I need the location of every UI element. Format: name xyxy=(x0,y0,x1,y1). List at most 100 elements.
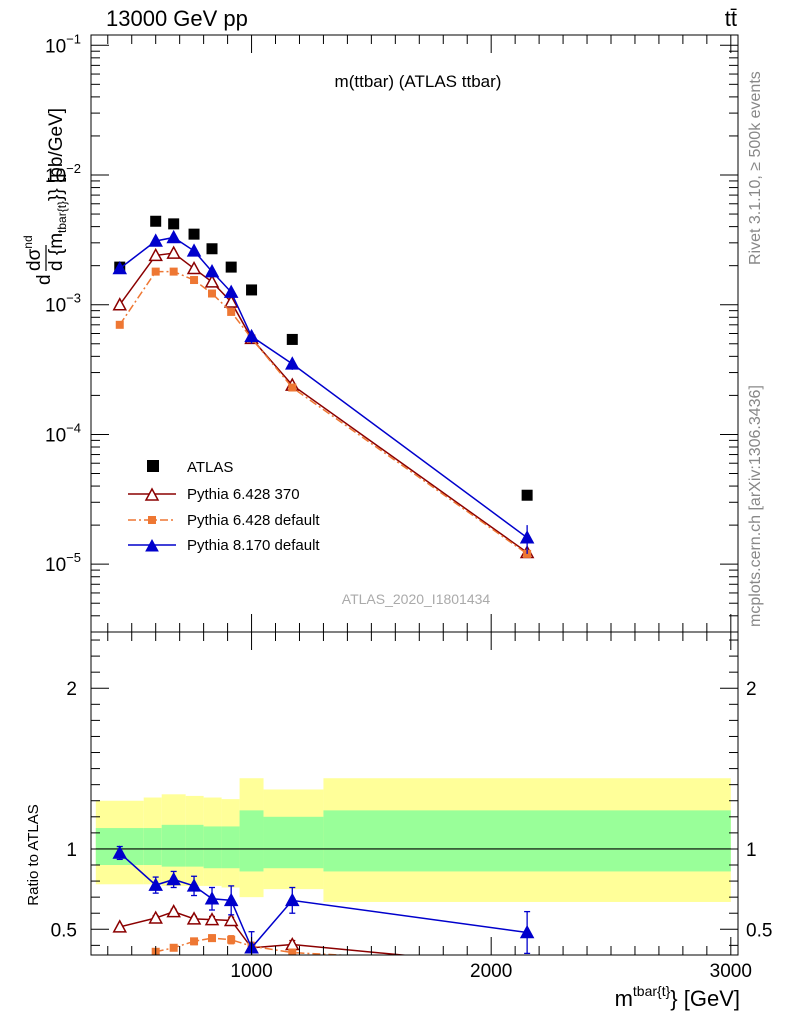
ylabel-num-sup: nd xyxy=(21,235,35,248)
data-point xyxy=(286,333,298,345)
data-point xyxy=(186,260,202,275)
ratio-ytick-label-right: 2 xyxy=(746,679,757,700)
data-point xyxy=(188,228,200,240)
main-ytick-label: 10−1 xyxy=(45,31,81,57)
band-inner xyxy=(323,810,731,872)
legend-marker-atlas xyxy=(147,460,159,472)
main-ytick-label: 10−4 xyxy=(45,420,81,446)
data-point xyxy=(227,307,236,316)
xlabel-main: m xyxy=(615,986,633,1011)
ratio-point xyxy=(227,935,236,944)
data-point xyxy=(166,245,181,259)
data-point xyxy=(521,489,533,501)
ratio-point xyxy=(204,912,220,926)
ratio-point xyxy=(112,845,128,859)
band-inner xyxy=(239,810,264,872)
data-point xyxy=(112,260,128,275)
xlabel: mtbar{t}} [GeV] xyxy=(615,983,740,1011)
data-point xyxy=(190,276,199,285)
legend-label-p6-370: Pythia 6.428 370 xyxy=(187,486,300,503)
band-inner xyxy=(185,824,204,867)
ratio-ytick-label-right: 1 xyxy=(746,840,757,861)
data-point xyxy=(169,267,178,276)
band-inner xyxy=(263,816,324,869)
ratio-line-0 xyxy=(119,910,411,955)
ratio-point xyxy=(285,892,300,907)
ratio-point xyxy=(148,910,163,924)
main-ylabel: d dσnd d {mtbar{t}}} [pb/GeV] xyxy=(21,108,69,285)
data-point xyxy=(148,247,163,262)
data-point xyxy=(166,229,181,244)
main-ytick-exp: −4 xyxy=(66,420,81,435)
data-point xyxy=(519,530,535,544)
ratio-point xyxy=(148,877,163,891)
xlabel-sup: tbar{t} xyxy=(633,983,671,999)
data-point xyxy=(246,284,258,296)
ylabel-den-end: }} [pb/GeV] xyxy=(46,108,67,201)
rivet-label: Rivet 3.1.10, ≥ 500k events xyxy=(747,71,764,265)
main-ytick-label: 10−3 xyxy=(45,291,81,317)
ylabel-den-sub: tbar{t} xyxy=(55,201,69,233)
xtick-label: 2000 xyxy=(470,961,512,982)
svg-text:dσnd: dσnd xyxy=(21,235,45,271)
data-point xyxy=(151,267,160,276)
data-point xyxy=(186,243,202,257)
energy-label: 13000 GeV pp xyxy=(106,6,248,31)
data-point xyxy=(150,215,162,227)
main-ytick-base: 10 xyxy=(45,296,66,317)
ratio-point xyxy=(223,912,239,927)
data-point xyxy=(223,284,239,298)
main-ytick-base: 10 xyxy=(45,555,66,576)
ratio-point xyxy=(285,936,300,951)
legend-marker-p6-370 xyxy=(144,487,160,501)
mcplots-label: mcplots.cern.ch [arXiv:1306.3436] xyxy=(747,385,764,627)
main-ytick-exp: −1 xyxy=(66,31,81,46)
ratio-series-2 xyxy=(112,845,535,955)
ratio-point xyxy=(519,924,535,939)
ratio-ytick-label-right: 0.5 xyxy=(746,920,772,941)
ratio-point xyxy=(208,934,217,943)
band-inner xyxy=(143,828,162,866)
ratio-point xyxy=(186,911,202,925)
xtick-label: 1000 xyxy=(230,961,272,982)
data-point xyxy=(285,356,300,370)
ratio-point xyxy=(166,871,181,886)
watermark: ATLAS_2020_I1801434 xyxy=(342,591,491,607)
band-inner xyxy=(161,824,186,867)
data-point xyxy=(208,289,217,298)
ratio-point xyxy=(288,948,297,955)
ratio-ylabel: Ratio to ATLAS xyxy=(25,804,42,905)
main-ytick-label: 10−5 xyxy=(45,550,81,576)
ratio-ytick-label: 2 xyxy=(66,679,77,700)
legend-marker-p6-default xyxy=(148,516,156,524)
series-1 xyxy=(112,245,535,559)
data-point xyxy=(206,243,218,255)
series-line-3 xyxy=(119,236,528,539)
series-2 xyxy=(115,267,532,558)
main-ytick-label: 10−2 xyxy=(45,161,81,187)
svg-text:d {mtbar{t}}} [pb/GeV]: d {mtbar{t}}} [pb/GeV] xyxy=(46,108,69,271)
xlabel-end: } [GeV] xyxy=(670,986,740,1011)
band-inner xyxy=(221,826,240,869)
data-point xyxy=(112,297,128,311)
data-point xyxy=(225,261,237,273)
main-ytick-exp: −3 xyxy=(66,291,81,306)
ratio-point xyxy=(186,878,202,892)
ratio-plot: Ratio to ATLAS 0.5 0.5 1 1 2 2 1000 2000 3000 mt… xyxy=(25,631,772,1011)
series-line-1 xyxy=(119,252,528,554)
uncertainty-bands xyxy=(95,778,731,902)
data-point xyxy=(204,264,220,278)
legend-label-p8: Pythia 8.170 default xyxy=(187,537,320,554)
main-ytick-base: 10 xyxy=(45,166,66,187)
legend-label-atlas: ATLAS xyxy=(187,459,233,476)
series-line-2 xyxy=(119,270,528,555)
data-point xyxy=(288,383,297,392)
main-ytick-base: 10 xyxy=(45,36,66,57)
ratio-point xyxy=(190,937,199,946)
main-plot: m(ttbar) (ATLAS ttbar) ATLAS_2020_I18014… xyxy=(21,31,739,633)
data-point xyxy=(148,233,163,247)
ylabel-den: d {m xyxy=(46,233,67,271)
legend-marker-p8 xyxy=(145,538,159,552)
data-point xyxy=(115,320,124,329)
